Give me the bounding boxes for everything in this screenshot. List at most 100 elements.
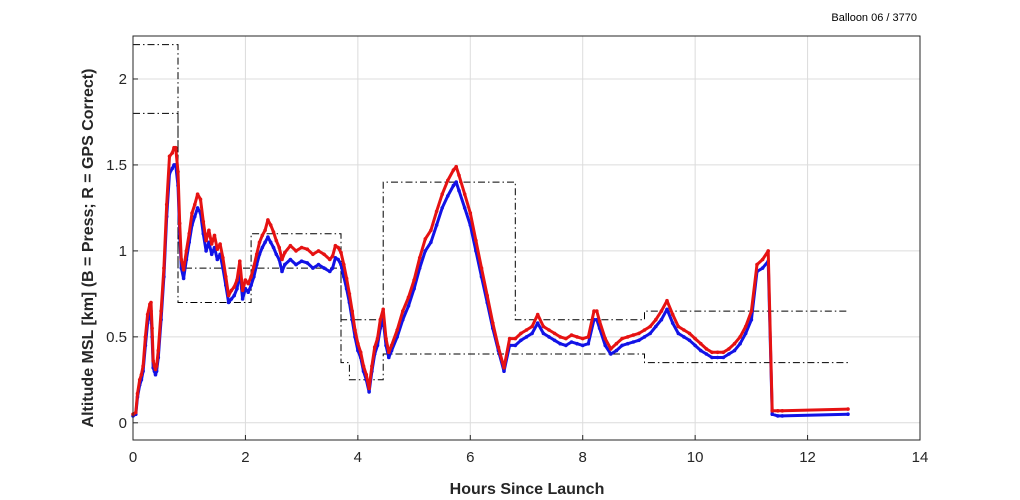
red-series-point xyxy=(776,409,780,413)
red-series-point xyxy=(727,347,731,351)
red-series-point xyxy=(367,386,371,391)
red-series-point xyxy=(710,350,714,355)
red-series-point xyxy=(271,230,276,234)
blue-series-point xyxy=(620,343,624,348)
red-series-point xyxy=(496,345,501,350)
red-series-point xyxy=(153,367,158,372)
blue-series-point xyxy=(704,352,709,356)
red-series-point xyxy=(305,247,310,251)
blue-series-point xyxy=(316,262,321,267)
red-series-point xyxy=(353,328,357,332)
red-series-point xyxy=(423,237,428,241)
red-series-point xyxy=(580,336,585,341)
y-tick-label: 0 xyxy=(119,415,127,432)
blue-series-point xyxy=(387,355,391,360)
red-series-point xyxy=(149,300,153,305)
red-series-point xyxy=(356,341,360,346)
red-series-point xyxy=(254,252,259,257)
red-series-point xyxy=(358,350,363,355)
red-series-point xyxy=(592,309,596,313)
red-series-point xyxy=(625,335,630,339)
red-series-point xyxy=(339,250,343,255)
red-series-point xyxy=(766,249,770,253)
blue-series-point xyxy=(412,286,416,291)
red-series-point xyxy=(372,345,377,350)
red-series-point xyxy=(268,223,273,227)
blue-series-point xyxy=(519,338,523,343)
red-series-point xyxy=(535,312,540,317)
red-series-point xyxy=(693,336,697,341)
red-series-point xyxy=(384,336,388,341)
red-series-point xyxy=(721,350,726,355)
red-series-point xyxy=(361,364,366,368)
red-series-point xyxy=(564,336,568,341)
red-series-point xyxy=(670,312,675,317)
y-tick-label: 2 xyxy=(119,71,127,88)
red-series-point xyxy=(224,274,228,279)
blue-series-point xyxy=(603,343,607,348)
red-series-point xyxy=(370,364,374,368)
blue-series-point xyxy=(429,240,433,245)
blue-series-point xyxy=(749,317,754,322)
red-series-point xyxy=(328,257,332,262)
blue-series-line xyxy=(132,163,849,418)
red-series-point xyxy=(232,285,236,289)
blue-series-point xyxy=(558,341,562,346)
red-series-point xyxy=(280,257,284,262)
red-series-point xyxy=(659,309,664,313)
blue-series-point xyxy=(446,194,450,198)
chart-annotation: Balloon 06 / 3770 xyxy=(831,12,917,24)
blue-series-point xyxy=(232,293,236,298)
blue-series-point xyxy=(328,269,332,274)
blue-series-point xyxy=(682,335,686,339)
red-series-point xyxy=(176,170,180,174)
blue-series-point xyxy=(339,262,343,267)
blue-series-point xyxy=(457,188,461,193)
y-tick-label: 1.5 xyxy=(106,157,127,174)
red-series-point xyxy=(738,335,742,339)
red-series-point xyxy=(350,309,355,313)
red-series-point xyxy=(406,295,411,300)
blue-series-point xyxy=(586,341,591,346)
blue-series-point xyxy=(451,183,456,188)
red-series-point xyxy=(755,262,759,267)
red-series-point xyxy=(154,364,159,368)
red-series-point xyxy=(235,278,239,282)
red-series-point xyxy=(243,278,248,282)
red-series-point xyxy=(173,145,178,150)
blue-series-point xyxy=(252,274,256,279)
red-series-point xyxy=(381,307,386,312)
red-series-point xyxy=(177,221,182,226)
red-series-point xyxy=(193,202,197,207)
red-series-point xyxy=(846,407,850,411)
red-series-point xyxy=(474,238,478,243)
red-series-point xyxy=(462,192,467,196)
red-series-point xyxy=(184,249,189,253)
blue-series-point xyxy=(715,355,720,360)
blue-series-point xyxy=(454,180,459,184)
blue-series-point xyxy=(263,240,267,245)
red-series-point xyxy=(687,331,692,336)
red-series-point xyxy=(699,341,703,346)
red-series-point xyxy=(530,324,534,329)
red-series-point xyxy=(597,319,602,324)
red-series-point xyxy=(201,219,206,224)
red-series-point xyxy=(389,343,394,348)
red-series-point xyxy=(311,252,315,257)
x-tick-label: 8 xyxy=(579,449,587,466)
red-series-point xyxy=(417,255,422,260)
blue-series-point xyxy=(170,166,175,171)
red-series-point xyxy=(454,164,459,169)
blue-series-point xyxy=(727,352,731,356)
red-series-point xyxy=(440,192,445,196)
red-series-point xyxy=(770,409,774,413)
blue-series-point xyxy=(209,252,214,257)
red-series-point xyxy=(134,410,138,415)
blue-series-point xyxy=(780,414,785,418)
red-series-point xyxy=(558,335,562,339)
red-series-point xyxy=(513,336,518,341)
red-series-point xyxy=(614,341,619,346)
red-series-point xyxy=(135,391,140,396)
red-series-point xyxy=(226,293,231,298)
red-series-point xyxy=(260,233,265,238)
